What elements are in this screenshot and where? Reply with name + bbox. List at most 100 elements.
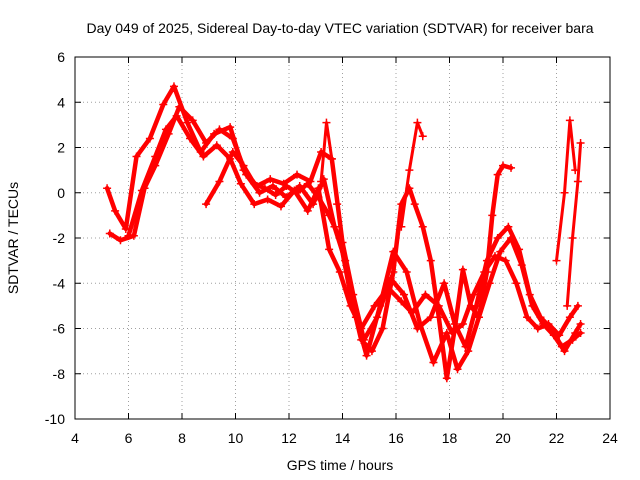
data-point — [175, 102, 184, 111]
data-point — [426, 313, 435, 322]
data-point — [151, 152, 160, 161]
y-tick-label: -6 — [53, 321, 66, 337]
series-spike-16h — [397, 118, 427, 231]
data-point — [464, 347, 473, 356]
data-point — [303, 179, 312, 188]
data-point — [186, 134, 195, 143]
data-point — [228, 148, 237, 157]
data-point — [346, 290, 355, 299]
data-point — [370, 301, 379, 310]
data-point — [397, 222, 406, 231]
data-point — [314, 193, 323, 202]
data-point — [402, 267, 411, 276]
data-point — [236, 179, 245, 188]
data-point — [458, 319, 467, 328]
data-point — [268, 181, 277, 190]
data-point — [576, 319, 585, 328]
data-point — [429, 358, 438, 367]
data-point — [293, 170, 302, 179]
data-point — [103, 184, 112, 193]
data-point — [421, 290, 430, 299]
data-point — [565, 116, 574, 125]
data-point — [276, 202, 285, 211]
y-tick-label: 2 — [57, 140, 65, 156]
data-point — [405, 166, 414, 175]
data-point — [314, 184, 323, 193]
data-point — [215, 177, 224, 186]
data-point — [137, 186, 146, 195]
data-point — [335, 267, 344, 276]
data-point — [560, 188, 569, 197]
data-point — [410, 200, 419, 209]
data-point — [563, 301, 572, 310]
x-tick-label: 4 — [71, 430, 79, 446]
data-point — [202, 138, 211, 147]
data-point — [378, 324, 387, 333]
series-line — [555, 118, 577, 263]
data-point — [199, 152, 208, 161]
data-point — [145, 134, 154, 143]
data-point — [255, 188, 264, 197]
data-point — [111, 206, 120, 215]
x-tick-label: 14 — [335, 430, 351, 446]
series-line — [319, 121, 339, 206]
y-axis-ticks: -10 -8 -6 -4 -2 0 2 4 6 — [45, 49, 610, 427]
data-point — [228, 134, 237, 143]
series-line — [104, 84, 583, 349]
data-point — [215, 125, 224, 134]
y-axis-label: SDTVAR / TECUs — [5, 182, 21, 294]
x-tick-label: 6 — [125, 430, 133, 446]
data-point — [362, 351, 371, 360]
data-point — [442, 374, 451, 383]
data-point — [183, 118, 192, 127]
data-point — [474, 313, 483, 322]
data-point — [434, 313, 443, 322]
data-point — [159, 100, 168, 109]
series-line — [203, 149, 514, 381]
data-point — [239, 161, 248, 170]
x-tick-label: 24 — [602, 430, 618, 446]
data-point — [226, 123, 235, 132]
series-trace-b — [105, 102, 585, 374]
data-point — [333, 200, 342, 209]
data-marks — [103, 82, 585, 383]
data-point — [552, 256, 561, 265]
data-point — [335, 234, 344, 242]
y-tick-label: 4 — [57, 94, 65, 110]
y-tick-label: -2 — [53, 230, 66, 246]
data-point — [172, 111, 181, 120]
data-point — [293, 188, 302, 197]
y-tick-label: 6 — [57, 49, 65, 65]
x-tick-label: 16 — [388, 430, 404, 446]
series-line — [399, 121, 425, 229]
x-tick-label: 12 — [281, 430, 297, 446]
x-axis-label: GPS time / hours — [287, 457, 394, 473]
data-point — [571, 329, 580, 338]
data-point — [132, 152, 141, 161]
data-point — [533, 324, 542, 333]
y-tick-label: -8 — [53, 366, 66, 382]
data-point — [501, 256, 510, 265]
data-point — [271, 191, 280, 200]
data-point — [528, 301, 537, 310]
series-line — [565, 141, 583, 308]
series-spike-13h — [317, 118, 342, 209]
series-spike-22h-a — [552, 116, 580, 265]
chart-title: Day 049 of 2025, Sidereal Day-to-day VTE… — [86, 20, 593, 36]
data-point — [504, 222, 513, 231]
data-point — [488, 211, 497, 220]
x-tick-label: 18 — [442, 430, 458, 446]
data-point — [322, 118, 331, 127]
data-point — [418, 222, 427, 231]
data-point — [408, 308, 417, 317]
data-point — [250, 179, 259, 188]
data-point — [466, 301, 475, 310]
x-tick-label: 22 — [549, 430, 565, 446]
data-point — [357, 335, 366, 344]
data-point — [517, 261, 526, 270]
data-point — [397, 297, 406, 306]
data-point — [560, 347, 569, 356]
series-trace-d — [202, 148, 516, 383]
data-point — [573, 301, 582, 310]
data-point — [453, 365, 462, 374]
